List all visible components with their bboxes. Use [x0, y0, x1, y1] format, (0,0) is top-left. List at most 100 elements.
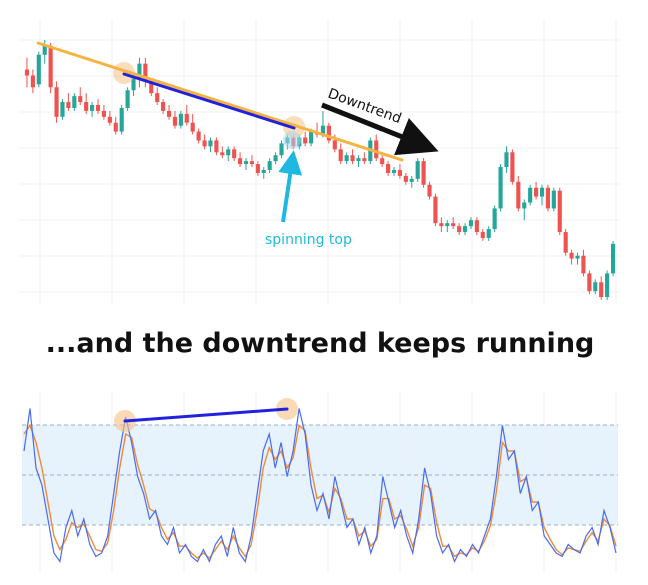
candle — [30, 69, 35, 94]
candle-body — [267, 161, 272, 170]
candle-body — [468, 220, 474, 227]
candle-body — [113, 122, 118, 132]
candle — [314, 122, 320, 138]
candle-body — [30, 75, 35, 88]
candle-body — [350, 155, 355, 162]
candle-body — [338, 149, 343, 162]
candle-body — [220, 152, 225, 156]
candle — [545, 184, 550, 212]
candle-body — [445, 223, 450, 227]
candle — [184, 105, 189, 126]
candle — [279, 140, 284, 159]
candle — [386, 161, 391, 176]
candle — [551, 187, 556, 212]
candle-body — [356, 158, 361, 162]
candle — [486, 226, 491, 241]
candle — [232, 146, 237, 162]
candle-body — [362, 158, 367, 162]
candle — [238, 152, 243, 168]
candle — [60, 99, 65, 120]
candle — [190, 113, 195, 135]
price-divergence-line — [122, 72, 296, 130]
candle-body — [279, 143, 284, 156]
candle-body — [403, 175, 408, 182]
candle-body — [391, 170, 397, 173]
candle — [101, 105, 106, 120]
candle-body — [480, 232, 485, 238]
candle-body — [415, 161, 420, 179]
candle — [119, 105, 124, 135]
candle — [563, 229, 568, 256]
candle-body — [243, 161, 249, 165]
candle-body — [60, 102, 65, 117]
candle — [569, 249, 574, 265]
candle-body — [149, 81, 154, 94]
candle-body — [409, 178, 414, 182]
candles — [24, 40, 616, 300]
candle — [326, 122, 331, 144]
candle — [427, 181, 432, 200]
candle-body — [439, 223, 444, 227]
candle-body — [249, 161, 254, 165]
candle-body — [516, 181, 521, 209]
oscillator-grid — [39, 392, 617, 572]
annotations: Downtrend spinning top — [36, 41, 439, 248]
spinning-top-label: spinning top — [265, 232, 352, 248]
candle-body — [226, 149, 231, 156]
candle-body — [143, 63, 148, 82]
candle — [220, 146, 225, 159]
candle-body — [202, 140, 207, 147]
candle — [261, 167, 266, 179]
candle-body — [545, 187, 550, 209]
candle — [208, 137, 213, 153]
candle-body — [522, 202, 527, 209]
candle — [474, 217, 479, 235]
candle-body — [273, 155, 278, 162]
candle — [255, 161, 260, 176]
chart-caption: ...and the downtrend keeps running — [46, 328, 595, 359]
candle — [587, 270, 592, 295]
candle — [356, 155, 361, 168]
candle-body — [101, 110, 106, 117]
candle — [66, 93, 71, 111]
candle — [510, 149, 515, 185]
candle — [492, 205, 497, 233]
candle — [267, 158, 272, 173]
candle — [468, 217, 474, 230]
candle — [36, 51, 41, 88]
candle-body — [380, 158, 385, 165]
candle-body — [119, 107, 124, 132]
candle-body — [474, 220, 479, 233]
candle — [433, 193, 438, 227]
candle — [439, 217, 444, 233]
candle — [338, 143, 343, 165]
candle-body — [66, 102, 71, 108]
candle — [593, 279, 598, 295]
candle-body — [498, 167, 503, 209]
candle-body — [155, 93, 160, 103]
candle-body — [326, 125, 331, 141]
candle — [605, 270, 610, 300]
candle-body — [593, 282, 598, 292]
candle-body — [569, 252, 574, 259]
candle-body — [255, 164, 260, 173]
candle — [196, 128, 201, 144]
candle — [78, 87, 83, 105]
candle — [113, 116, 118, 135]
candle — [421, 158, 426, 188]
candle — [172, 110, 178, 129]
price-grid — [20, 20, 620, 305]
candle-body — [238, 158, 243, 165]
candle-body — [374, 140, 379, 159]
candle-body — [534, 187, 539, 197]
candle — [462, 223, 468, 235]
candle — [415, 158, 420, 182]
candle — [90, 102, 95, 117]
resistance-trendline — [36, 41, 404, 162]
candle-body — [528, 187, 533, 203]
candle — [24, 57, 30, 88]
candle-body — [320, 125, 326, 135]
candle-body — [172, 116, 178, 126]
oscillator-chart — [22, 392, 618, 572]
candle-body — [486, 229, 491, 238]
